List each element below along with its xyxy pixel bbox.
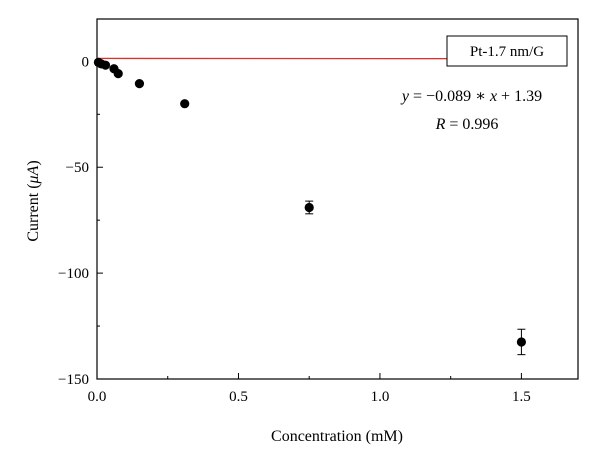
data-points	[93, 57, 527, 356]
r-value: R = 0.996	[435, 116, 499, 133]
legend-label: Pt-1.7 nm/G	[470, 44, 544, 60]
x-tick-label: 0.0	[88, 389, 107, 405]
y-axis-title: Current (μA)	[25, 160, 42, 241]
y-tick-label: −150	[58, 372, 89, 388]
x-tick-label: 1.5	[512, 389, 531, 405]
data-point	[180, 99, 190, 109]
fit-equation: y = −0.089 ∗ x + 1.39	[400, 88, 542, 105]
data-point	[134, 78, 145, 89]
x-tick-label: 0.5	[229, 389, 248, 405]
x-tick-label: 1.0	[371, 389, 390, 405]
plot-area-border	[96, 18, 579, 380]
data-point	[304, 202, 314, 213]
data-point	[113, 69, 123, 79]
y-tick-label: 0	[82, 54, 90, 70]
plot-frame	[96, 18, 579, 380]
y-tick-label: −50	[66, 160, 89, 176]
legend-box	[446, 35, 568, 67]
y-axis-ticks: 0 −50 −100 −150	[58, 54, 103, 388]
y-tick-label: −100	[58, 266, 89, 282]
x-axis-title: Concentration (mM)	[271, 428, 403, 445]
data-point	[100, 60, 111, 70]
data-point	[516, 337, 527, 347]
x-axis-ticks: 0.0 0.5 1.0 1.5	[88, 373, 531, 405]
